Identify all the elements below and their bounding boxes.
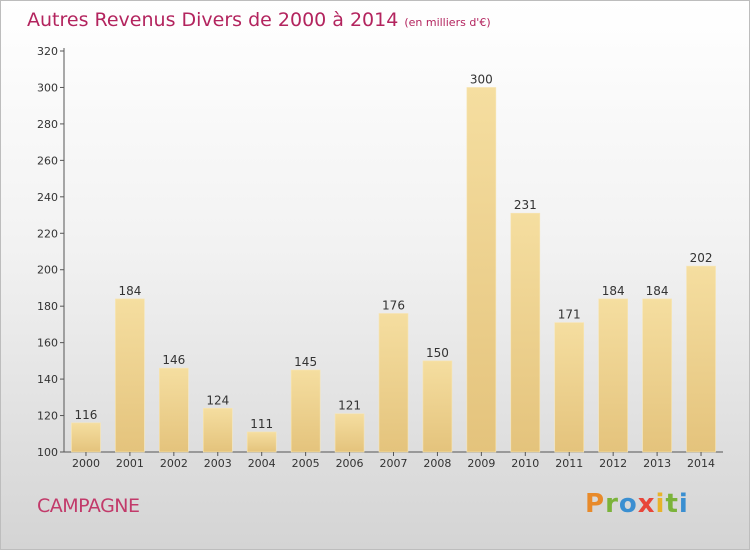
x-tick-label: 2012 <box>599 457 627 470</box>
bar-value-label: 184 <box>646 284 669 298</box>
logo-letter: P <box>585 489 606 519</box>
y-tick-label: 140 <box>37 373 58 386</box>
bar-2013 <box>642 298 672 453</box>
bar-value-label: 124 <box>206 393 229 407</box>
bar-value-label: 184 <box>118 284 141 298</box>
bar-2008 <box>422 360 453 453</box>
logo-letter: t <box>665 489 679 519</box>
x-tick-label: 2002 <box>160 457 188 470</box>
y-tick-label: 160 <box>37 337 58 350</box>
bar-2014 <box>686 265 716 453</box>
bar-2012 <box>598 298 628 453</box>
x-tick-label: 2001 <box>116 457 144 470</box>
logo-letter: x <box>637 489 656 519</box>
y-tick-label: 280 <box>37 118 58 131</box>
x-tick-label: 2010 <box>511 457 539 470</box>
y-tick-label: 220 <box>37 227 58 240</box>
x-tick-label: 2008 <box>423 457 451 470</box>
bar-2009 <box>466 87 497 453</box>
x-tick-label: 2004 <box>248 457 276 470</box>
y-tick-label: 240 <box>37 191 58 204</box>
bar-2002 <box>159 367 189 453</box>
logo-letter: r <box>605 489 619 519</box>
bar-2003 <box>202 407 233 453</box>
x-tick-label: 2000 <box>72 457 100 470</box>
y-tick-label: 100 <box>37 446 58 459</box>
chart-unit-note: (en milliers d'€) <box>404 16 491 29</box>
proxiti-logo: Proxiti <box>585 489 689 519</box>
bar-2000 <box>71 422 101 453</box>
x-tick-label: 2014 <box>687 457 715 470</box>
bar-value-label: 146 <box>162 353 185 367</box>
bar-value-label: 202 <box>690 251 713 265</box>
chart-title-text: Autres Revenus Divers de 2000 à 2014 <box>27 9 399 31</box>
bar-value-label: 171 <box>558 308 581 322</box>
y-tick-label: 300 <box>37 81 58 94</box>
bar-2011 <box>554 322 585 453</box>
bar-value-label: 176 <box>382 298 405 312</box>
logo-letter: i <box>678 489 689 519</box>
x-tick-label: 2006 <box>336 457 364 470</box>
y-tick-label: 120 <box>37 410 58 423</box>
bar-value-label: 300 <box>470 72 493 86</box>
x-tick-label: 2013 <box>643 457 671 470</box>
bar-2006 <box>334 413 365 453</box>
x-tick-label: 2009 <box>467 457 495 470</box>
bar-value-label: 150 <box>426 346 449 360</box>
x-tick-label: 2007 <box>380 457 408 470</box>
x-tick-label: 2003 <box>204 457 232 470</box>
chart-title: Autres Revenus Divers de 2000 à 2014 (en … <box>27 9 491 31</box>
bar-value-label: 184 <box>602 284 625 298</box>
bar-2001 <box>115 298 145 453</box>
y-tick-label: 200 <box>37 264 58 277</box>
x-tick-label: 2011 <box>555 457 583 470</box>
y-tick-label: 260 <box>37 154 58 167</box>
logo-letter: o <box>618 489 638 519</box>
bar-2007 <box>378 313 409 453</box>
logo-letter: i <box>655 489 666 519</box>
y-tick-label: 180 <box>37 300 58 313</box>
place-name: CAMPAGNE <box>37 495 140 517</box>
bar-value-label: 121 <box>338 399 361 413</box>
bar-value-label: 231 <box>514 198 537 212</box>
bar-value-label: 111 <box>250 417 273 431</box>
bar-value-label: 145 <box>294 355 317 369</box>
bar-value-label: 116 <box>75 408 98 422</box>
y-tick-label: 320 <box>37 45 58 58</box>
x-tick-label: 2005 <box>292 457 320 470</box>
bar-2010 <box>510 212 541 453</box>
bar-2005 <box>290 369 321 453</box>
bar-2004 <box>246 431 277 453</box>
